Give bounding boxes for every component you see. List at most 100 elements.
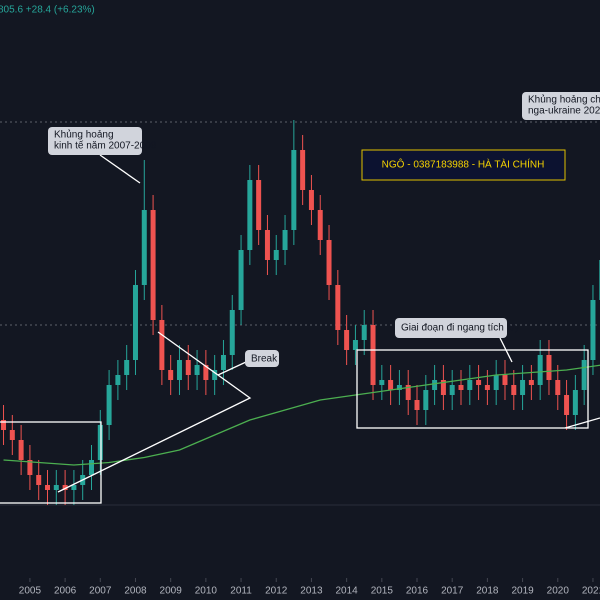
candle-body <box>370 325 376 385</box>
candle-body <box>405 385 411 400</box>
x-tick-label: 2019 <box>511 586 534 597</box>
x-tick-label: 2018 <box>476 586 499 597</box>
x-tick-label: 2009 <box>160 586 183 597</box>
range-box <box>0 421 102 504</box>
candle-body <box>97 425 103 460</box>
callout-pointer <box>99 154 141 184</box>
callout: Khủng hoảng kinh tế năm 2007-2008 <box>48 127 157 155</box>
candle-body <box>88 460 94 475</box>
x-tick-label: 2016 <box>406 586 429 597</box>
drawings <box>0 154 600 504</box>
candle-body <box>344 330 350 350</box>
candle-body <box>476 380 482 385</box>
x-tick-label: 2015 <box>371 586 394 597</box>
x-tick-label: 2008 <box>124 586 147 597</box>
moving-average <box>3 364 600 466</box>
x-tick-label: 2011 <box>230 586 252 597</box>
candle-body <box>326 240 332 285</box>
candle-body <box>220 355 226 370</box>
candle-body <box>581 360 587 390</box>
callout-text: Khủng hoảng <box>54 129 114 141</box>
candle-body <box>203 365 209 380</box>
candle-body <box>238 250 244 310</box>
candle-body <box>502 375 508 385</box>
candle-body <box>432 380 438 390</box>
callout: Break <box>245 350 279 367</box>
candle-body <box>132 285 138 360</box>
candle-body <box>449 385 455 395</box>
candle-body <box>379 380 385 385</box>
callout-text: Giai đoạn đi ngang tích lũy <box>401 323 519 334</box>
candle-body <box>291 150 297 230</box>
candle-body <box>115 375 121 385</box>
candle-body <box>458 385 464 390</box>
candle-body <box>555 380 561 395</box>
candle-body <box>273 250 279 260</box>
candle-body <box>194 365 200 375</box>
candle-body <box>537 355 543 385</box>
candle-body <box>247 180 253 250</box>
candle-body <box>53 485 59 490</box>
callout-box <box>245 350 279 367</box>
callout-text: Break <box>251 354 278 365</box>
candle-body <box>141 210 147 285</box>
candle-body <box>528 380 534 385</box>
header-quote: 805.6 +28.4 (+6.23%) <box>0 5 95 16</box>
trend-line <box>564 417 600 429</box>
candle-body <box>423 390 429 410</box>
x-tick-label: 2020 <box>547 586 570 597</box>
candle-body <box>308 190 314 210</box>
candle-body <box>564 395 570 415</box>
candle-body <box>467 380 473 390</box>
candle-body <box>352 340 358 350</box>
callout: NGÔ - 0387183988 - HÀ TÀI CHÍNH <box>361 149 566 181</box>
candle-body <box>1 420 7 430</box>
candle-body <box>520 380 526 395</box>
callout-text: kinh tế năm 2007-2008 <box>54 140 157 152</box>
contact-box <box>361 149 566 181</box>
candle-body <box>62 485 68 490</box>
candle-body <box>45 485 51 490</box>
x-tick-label: 2021 <box>582 586 600 597</box>
candle-body <box>18 440 24 460</box>
candle-body <box>27 460 33 475</box>
candle-body <box>212 370 218 380</box>
candle-body <box>317 210 323 240</box>
x-tick-label: 2005 <box>19 586 42 597</box>
candle-body <box>71 485 77 490</box>
callout: Khủng hoảng chiến t nga-ukraine 2022 <box>522 92 600 120</box>
candle-body <box>493 375 499 390</box>
candle-body <box>282 230 288 250</box>
triangle <box>57 331 252 493</box>
candle-body <box>590 300 596 360</box>
candle-body <box>440 380 446 395</box>
candle-body <box>159 320 165 370</box>
candle-body <box>388 380 394 390</box>
candle-body <box>511 385 517 395</box>
callout-box <box>522 92 600 120</box>
candle-body <box>335 285 341 330</box>
candle-body <box>396 385 402 390</box>
candle-body <box>361 325 367 340</box>
x-tick-label: 2013 <box>300 586 323 597</box>
x-tick-label: 2012 <box>265 586 288 597</box>
candle-body <box>414 400 420 410</box>
range-box <box>356 349 589 429</box>
callout-pointer <box>217 361 247 376</box>
candle-body <box>546 355 552 380</box>
callout-pointer <box>499 337 513 363</box>
x-tick-label: 2006 <box>54 586 77 597</box>
candle-body <box>300 150 306 190</box>
x-tick-label: 2014 <box>336 586 359 597</box>
candle-body <box>9 430 15 440</box>
candle-body <box>36 475 42 485</box>
callout: Giai đoạn đi ngang tích lũy <box>395 318 519 338</box>
candle-body <box>256 180 262 230</box>
callout-box <box>395 318 507 338</box>
x-tick-label: 2010 <box>195 586 218 597</box>
candle-body <box>484 385 490 390</box>
candle-body <box>264 230 270 260</box>
candle-body <box>185 360 191 375</box>
candle-body <box>106 385 112 425</box>
